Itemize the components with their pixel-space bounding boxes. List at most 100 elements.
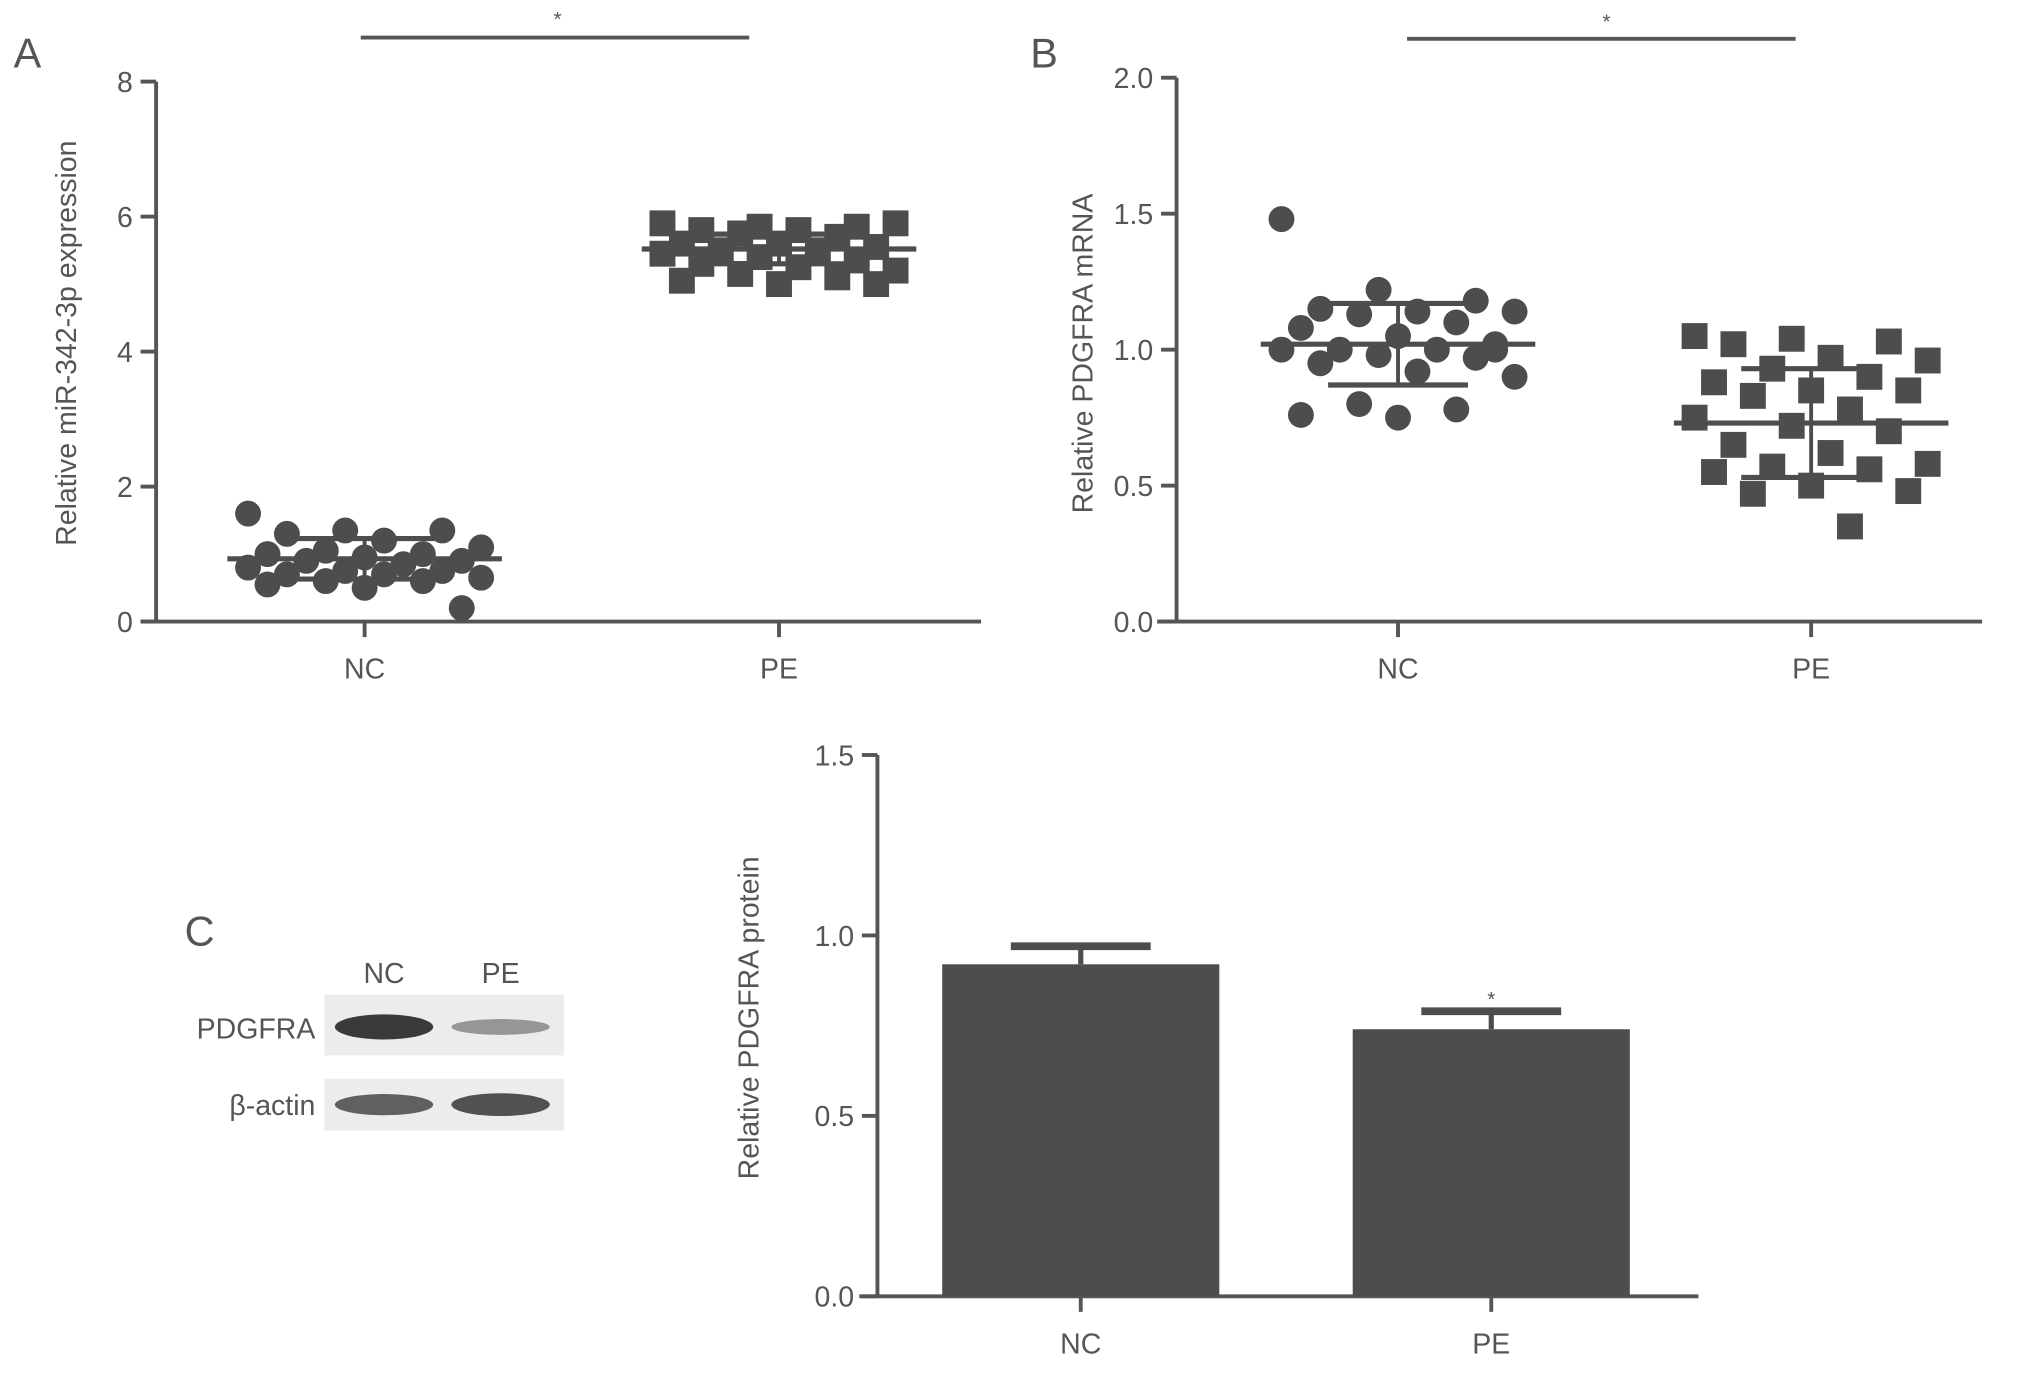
- axes: 0 2 4 6 8 NC PE: [117, 67, 982, 686]
- data-point: [1307, 350, 1334, 377]
- data-point: [1837, 513, 1863, 540]
- y-tick-label: 2: [117, 472, 133, 504]
- data-point: [1914, 347, 1941, 374]
- y-tick-label: 1.0: [1114, 335, 1154, 367]
- bars: *: [942, 942, 1630, 1297]
- data-point: [1720, 331, 1747, 358]
- y-axis-label: Relative miR-342-3p expression: [51, 141, 83, 546]
- panel-b: B * Relative PDGFRA mRNA 0.0 0.5 1.0 1.5 2.0…: [1030, 10, 1983, 686]
- data-points: [227, 210, 917, 622]
- data-point: [1385, 404, 1411, 431]
- y-axis-label: Relative PDGFRA mRNA: [1067, 194, 1099, 514]
- data-point: [1895, 377, 1922, 404]
- x-tick-label: NC: [1060, 1328, 1101, 1360]
- axes: 0.0 0.5 1.0 1.5 NC PE: [815, 740, 1699, 1360]
- bar-pe: [1352, 1029, 1630, 1297]
- y-tick-label: 0.5: [1114, 471, 1154, 503]
- data-point: [1287, 401, 1314, 428]
- x-tick-label: PE: [1472, 1328, 1510, 1360]
- blot-row-label-actin: β-actin: [229, 1090, 315, 1122]
- y-tick-label: 0.0: [815, 1282, 855, 1314]
- data-point: [1346, 301, 1373, 328]
- data-point: [1739, 480, 1766, 507]
- data-point: [1307, 295, 1334, 322]
- data-point: [1404, 358, 1431, 385]
- data-point: [1778, 325, 1805, 352]
- data-point: [429, 558, 456, 584]
- data-point: [1365, 276, 1392, 303]
- data-point: [1837, 396, 1863, 423]
- data-point: [1482, 336, 1509, 363]
- panel-label-a: A: [14, 29, 42, 76]
- data-point: [1720, 431, 1747, 458]
- y-tick-label: 1.5: [1114, 199, 1154, 231]
- data-point: [1462, 344, 1489, 371]
- panel-label-b: B: [1030, 29, 1058, 76]
- data-point: [1501, 363, 1528, 390]
- data-point: [1501, 298, 1528, 325]
- y-tick-label: 1.0: [815, 921, 855, 953]
- blot-band: [451, 1019, 550, 1035]
- data-point: [1681, 323, 1708, 350]
- significance-star: *: [1487, 988, 1495, 1011]
- data-point: [1443, 396, 1470, 423]
- data-point: [1268, 206, 1295, 233]
- lane-label-nc: NC: [363, 958, 404, 990]
- data-point: [1268, 336, 1295, 363]
- data-point: [1462, 287, 1489, 314]
- panel-c-bar: Relative PDGFRA protein 0.0 0.5 1.0 1.5 NC PE…: [733, 740, 1699, 1360]
- y-tick-label: 6: [117, 202, 133, 234]
- data-point: [1346, 391, 1373, 417]
- panel-label-c: C: [185, 907, 215, 954]
- data-point: [1778, 412, 1805, 439]
- data-point: [1739, 382, 1766, 409]
- blot-band: [451, 1093, 550, 1117]
- data-point: [273, 520, 300, 547]
- data-point: [1681, 404, 1708, 431]
- y-axis-label: Relative PDGFRA protein: [733, 856, 765, 1179]
- data-point: [649, 240, 676, 267]
- data-point: [254, 571, 281, 598]
- data-point: [468, 534, 495, 561]
- data-point: [1287, 314, 1314, 341]
- blot-band: [334, 1014, 434, 1040]
- x-tick-label: NC: [1377, 654, 1418, 686]
- data-point: [1443, 309, 1470, 336]
- data-point: [273, 561, 300, 588]
- data-point: [1895, 478, 1922, 505]
- blot-row-label-pdgfra: PDGFRA: [197, 1014, 316, 1046]
- y-tick-label: 0.5: [815, 1101, 855, 1133]
- lane-label-pe: PE: [482, 958, 520, 990]
- data-point: [668, 267, 695, 294]
- significance-star: *: [1602, 10, 1610, 33]
- y-tick-label: 0: [117, 607, 133, 639]
- data-point: [1914, 450, 1941, 477]
- data-point: [824, 264, 851, 291]
- data-points: [1260, 206, 1949, 540]
- y-tick-label: 8: [117, 67, 133, 99]
- x-tick-label: NC: [344, 654, 385, 686]
- y-tick-label: 4: [117, 337, 133, 369]
- data-point: [468, 564, 495, 591]
- data-point: [429, 517, 456, 544]
- bar-nc: [942, 964, 1220, 1297]
- x-tick-label: PE: [1792, 654, 1830, 686]
- data-point: [1701, 459, 1727, 485]
- data-point: [882, 210, 909, 237]
- data-point: [235, 500, 262, 527]
- x-tick-label: PE: [760, 654, 798, 686]
- data-point: [1365, 342, 1392, 369]
- data-point: [1701, 369, 1727, 396]
- data-point: [1817, 440, 1844, 466]
- blot-bands: [334, 1014, 550, 1117]
- data-point: [766, 271, 792, 298]
- panel-c-blot: C NC PE PDGFRA β-actin: [185, 907, 565, 1131]
- significance-star: *: [554, 8, 562, 31]
- axes: 0.0 0.5 1.0 1.5 2.0 NC PE: [1114, 63, 1983, 686]
- y-tick-label: 0.0: [1114, 607, 1154, 639]
- data-point: [1423, 336, 1450, 363]
- data-point: [863, 271, 890, 298]
- y-tick-label: 2.0: [1114, 63, 1154, 95]
- panel-a: A * Relative miR-342-3p expression 0 2 4 6 8…: [14, 8, 982, 686]
